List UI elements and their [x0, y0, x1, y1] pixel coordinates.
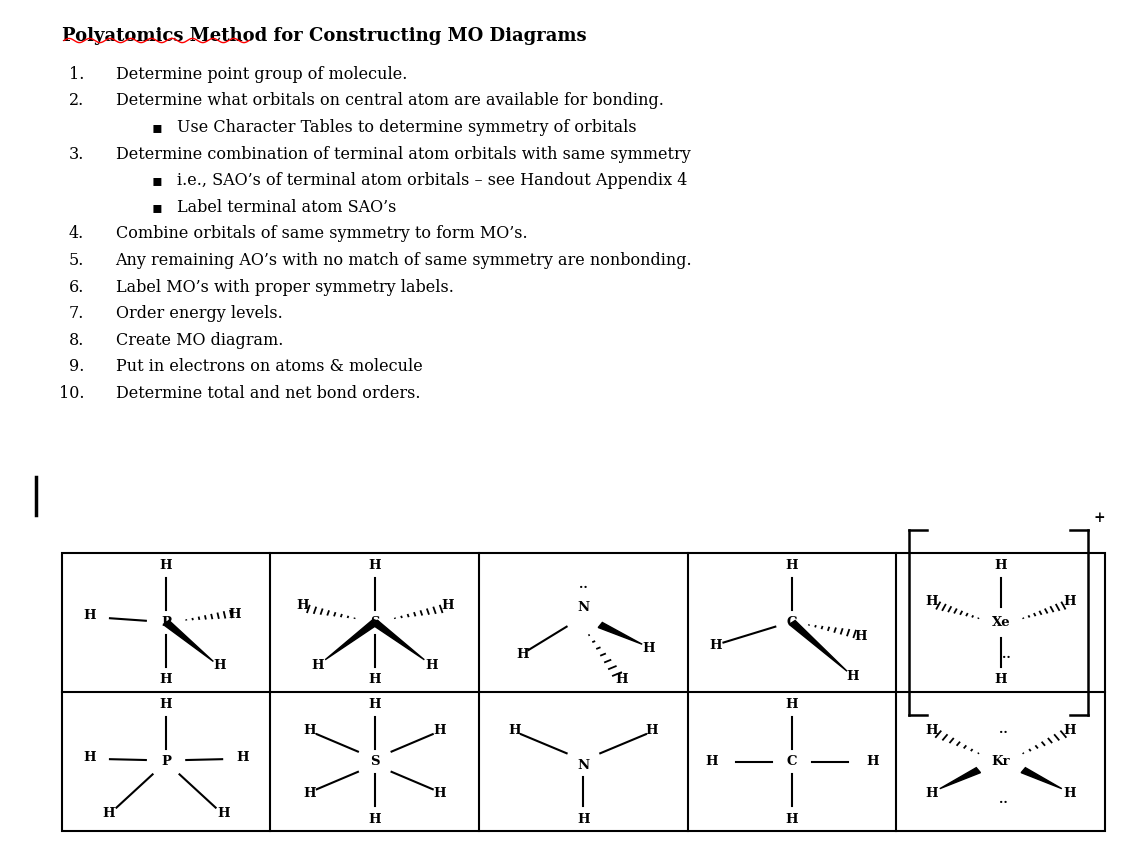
Text: S: S: [370, 616, 379, 629]
Text: 8.: 8.: [68, 332, 84, 349]
Polygon shape: [598, 623, 642, 644]
Text: H: H: [866, 755, 879, 768]
Text: H: H: [368, 674, 381, 686]
Text: Label terminal atom SAO’s: Label terminal atom SAO’s: [177, 198, 397, 216]
Text: i.e., SAO’s of terminal atom orbitals – see Handout Appendix 4: i.e., SAO’s of terminal atom orbitals – …: [177, 172, 688, 189]
Text: Label MO’s with proper symmetry labels.: Label MO’s with proper symmetry labels.: [116, 279, 453, 295]
Text: S: S: [370, 755, 379, 768]
Text: H: H: [1064, 723, 1076, 737]
Text: H: H: [213, 659, 226, 672]
Text: ..: ..: [999, 723, 1008, 736]
Text: H: H: [102, 807, 116, 820]
Polygon shape: [940, 768, 981, 788]
Text: H: H: [83, 609, 96, 622]
Text: H: H: [926, 723, 938, 737]
Text: H: H: [83, 751, 96, 764]
Text: Order energy levels.: Order energy levels.: [116, 305, 283, 322]
Text: H: H: [706, 755, 718, 768]
Text: Any remaining AO’s with no match of same symmetry are nonbonding.: Any remaining AO’s with no match of same…: [116, 252, 692, 269]
Polygon shape: [373, 620, 424, 660]
Text: N: N: [578, 760, 589, 772]
Text: 9.: 9.: [68, 358, 84, 376]
Text: H: H: [646, 723, 659, 737]
Text: H: H: [785, 813, 799, 825]
Text: ▪: ▪: [151, 119, 163, 136]
Text: Create MO diagram.: Create MO diagram.: [116, 332, 283, 349]
Text: 7.: 7.: [68, 305, 84, 322]
Text: Kr: Kr: [992, 755, 1010, 768]
Polygon shape: [163, 620, 213, 662]
Text: H: H: [785, 559, 799, 571]
Text: H: H: [368, 698, 381, 711]
Text: Determine point group of molecule.: Determine point group of molecule.: [116, 66, 407, 83]
Text: H: H: [926, 595, 938, 608]
Polygon shape: [1021, 768, 1061, 788]
Text: 3.: 3.: [68, 145, 84, 163]
Text: H: H: [159, 559, 173, 571]
Text: Determine what orbitals on central atom are available for bonding.: Determine what orbitals on central atom …: [116, 92, 663, 110]
Text: H: H: [709, 639, 723, 652]
Text: ..: ..: [999, 793, 1008, 806]
Text: H: H: [368, 559, 381, 571]
Text: 10.: 10.: [58, 385, 84, 402]
Text: +: +: [1094, 511, 1105, 525]
Text: H: H: [159, 698, 173, 711]
Text: H: H: [433, 723, 445, 737]
Text: H: H: [926, 787, 938, 800]
Text: P: P: [162, 616, 171, 629]
Text: H: H: [217, 807, 230, 820]
Text: H: H: [425, 659, 439, 672]
Text: P: P: [162, 755, 171, 768]
Text: N: N: [578, 601, 589, 614]
Text: ..: ..: [579, 578, 588, 591]
Text: H: H: [994, 559, 1008, 571]
Text: H: H: [236, 751, 249, 764]
Text: ▪: ▪: [151, 198, 163, 216]
Text: H: H: [368, 813, 381, 825]
Text: H: H: [994, 674, 1008, 686]
Text: H: H: [847, 670, 859, 684]
Text: C: C: [787, 616, 798, 629]
Text: Use Character Tables to determine symmetry of orbitals: Use Character Tables to determine symmet…: [177, 119, 637, 136]
Text: Put in electrons on atoms & molecule: Put in electrons on atoms & molecule: [116, 358, 422, 376]
Text: H: H: [159, 674, 173, 686]
Text: 6.: 6.: [68, 279, 84, 295]
Text: H: H: [1064, 787, 1076, 800]
Text: 5.: 5.: [68, 252, 84, 269]
Text: Polyatomics Method for Constructing MO Diagrams: Polyatomics Method for Constructing MO D…: [62, 27, 587, 45]
Text: 1.: 1.: [68, 66, 84, 83]
Text: H: H: [304, 787, 316, 800]
Text: H: H: [311, 659, 324, 672]
Polygon shape: [789, 620, 847, 671]
Text: ▪: ▪: [151, 172, 163, 189]
Text: H: H: [516, 647, 528, 661]
Text: H: H: [441, 599, 453, 612]
Text: Combine orbitals of same symmetry to form MO’s.: Combine orbitals of same symmetry to for…: [116, 225, 527, 242]
Text: Determine combination of terminal atom orbitals with same symmetry: Determine combination of terminal atom o…: [116, 145, 690, 163]
Text: 4.: 4.: [68, 225, 84, 242]
Text: C: C: [787, 755, 798, 768]
Text: Xe: Xe: [992, 616, 1010, 629]
Text: Determine total and net bond orders.: Determine total and net bond orders.: [116, 385, 420, 402]
Text: H: H: [296, 599, 309, 612]
Text: H: H: [508, 723, 521, 737]
Text: H: H: [229, 608, 241, 620]
Text: H: H: [304, 723, 316, 737]
Bar: [62, 553, 1105, 831]
Text: H: H: [615, 674, 628, 686]
Text: H: H: [642, 641, 654, 655]
Text: H: H: [433, 787, 445, 800]
Text: ..: ..: [1002, 648, 1011, 661]
Polygon shape: [325, 620, 377, 660]
Text: H: H: [855, 630, 867, 643]
Text: 2.: 2.: [68, 92, 84, 110]
Text: H: H: [577, 813, 590, 825]
Text: H: H: [785, 698, 799, 711]
Text: H: H: [1064, 595, 1076, 608]
